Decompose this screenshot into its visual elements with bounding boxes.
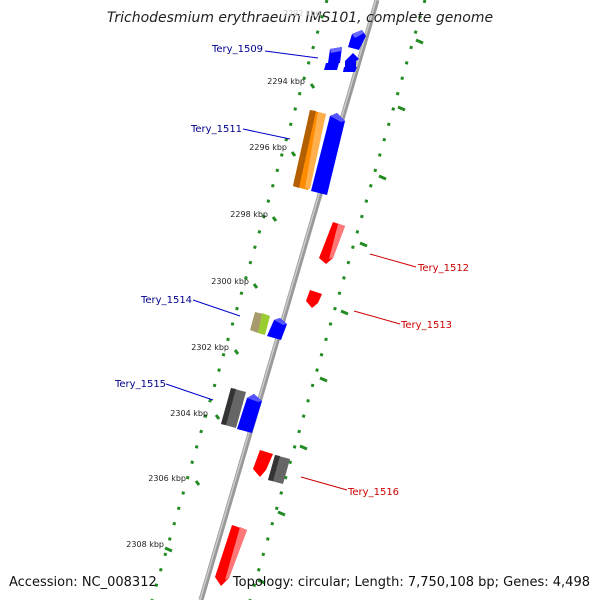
leader-line	[165, 383, 214, 401]
major-tick	[277, 510, 286, 517]
tick-label: 2292 kbp	[283, 9, 321, 18]
leader-line	[242, 128, 291, 140]
leader-line	[192, 299, 241, 317]
major-tick	[359, 241, 368, 248]
map-title: Trichodesmium erythraeum IMS101, complet…	[107, 10, 493, 26]
gene-label-tery-1509[interactable]: Tery_1509	[211, 44, 263, 55]
gene-forward[interactable]	[237, 394, 262, 433]
major-tick	[290, 151, 297, 157]
leader-line	[264, 50, 319, 59]
major-tick	[340, 309, 349, 316]
gene-gray[interactable]	[221, 388, 246, 428]
tick-label: 2302 kbp	[191, 343, 229, 352]
gene-label-tery-1511[interactable]: Tery_1511	[190, 124, 242, 135]
major-tick	[319, 376, 328, 383]
tick-label: 2296 kbp	[249, 143, 287, 152]
gene-forward[interactable]	[267, 318, 287, 340]
gene-label-tery-1513[interactable]: Tery_1513	[400, 320, 452, 331]
gene-label-tery-1514[interactable]: Tery_1514	[140, 295, 192, 306]
gene-lime[interactable]	[258, 313, 270, 335]
label-leaders	[165, 50, 417, 491]
leader-line	[369, 253, 417, 268]
gene-forward[interactable]	[343, 67, 357, 72]
gene-reverse[interactable]	[306, 290, 322, 308]
gene-forward[interactable]	[345, 53, 359, 67]
major-tick	[271, 216, 278, 222]
major-tick	[397, 105, 406, 112]
major-tick	[309, 83, 316, 89]
tick-label: 2308 kbp	[126, 540, 164, 549]
gene-gray[interactable]	[268, 455, 290, 484]
gene-forward[interactable]	[348, 30, 366, 50]
gene-label-tery-1515[interactable]: Tery_1515	[114, 379, 166, 390]
tick-label: 2300 kbp	[211, 277, 249, 286]
gene-tan[interactable]	[250, 312, 263, 333]
gene-reverse[interactable]	[215, 525, 247, 586]
gene-reverse[interactable]	[253, 450, 273, 477]
gene-forward[interactable]	[311, 113, 345, 195]
gene-label-tery-1512[interactable]: Tery_1512	[417, 263, 469, 274]
gene-reverse[interactable]	[319, 222, 345, 264]
leader-line	[353, 310, 401, 325]
gene-label-tery-1516[interactable]: Tery_1516	[347, 487, 399, 498]
major-tick	[299, 444, 308, 451]
accession-text: Accession: NC_008312	[9, 575, 157, 590]
leader-line	[300, 476, 348, 491]
genome-backbone	[198, 0, 380, 600]
major-tick	[214, 414, 221, 420]
tick-label: 2298 kbp	[230, 210, 268, 219]
gene-orange[interactable]	[293, 110, 326, 190]
gene-forward[interactable]	[328, 47, 342, 63]
major-tick	[194, 480, 201, 486]
major-tick	[378, 174, 387, 181]
major-ticks	[164, 38, 424, 585]
outer-tick-track-left	[248, 0, 427, 600]
major-tick	[415, 38, 424, 45]
genome-summary: Topology: circular; Length: 7,750,108 bp…	[232, 575, 590, 590]
tick-label: 2294 kbp	[267, 77, 305, 86]
tick-label: 2304 kbp	[170, 409, 208, 418]
backbone-highlight	[199, 0, 377, 600]
major-tick	[164, 546, 173, 553]
gene-forward[interactable]	[324, 63, 339, 70]
major-tick	[233, 349, 240, 355]
major-tick	[257, 578, 266, 585]
tick-label: 2306 kbp	[148, 474, 186, 483]
major-tick	[252, 283, 259, 289]
